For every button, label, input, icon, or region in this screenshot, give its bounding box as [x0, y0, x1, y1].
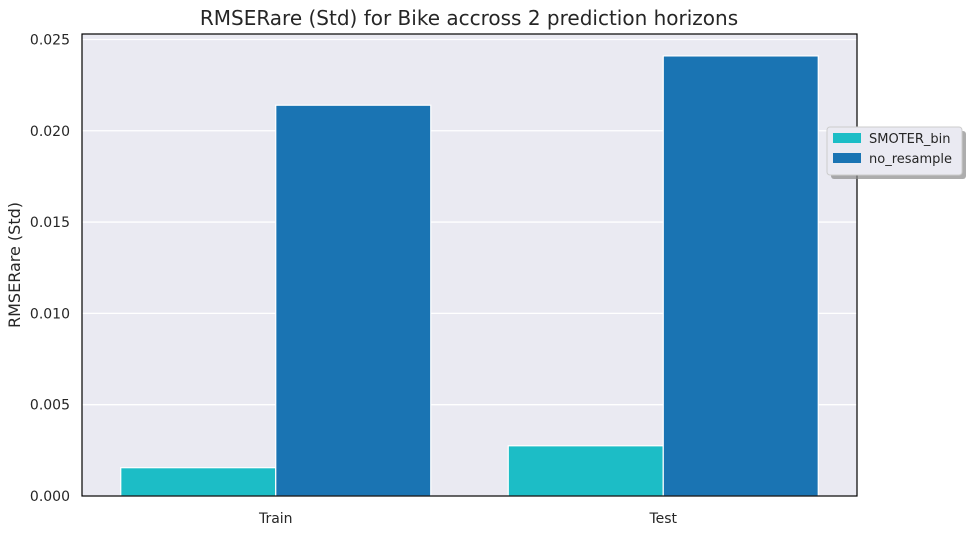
y-tick-label: 0.005 — [30, 398, 70, 414]
legend-swatch — [833, 153, 861, 163]
legend-label: SMOTER_bin — [869, 132, 951, 147]
bar-no_resample-Test — [662, 55, 819, 497]
y-tick-label: 0.020 — [30, 124, 70, 140]
y-tick-label: 0.025 — [30, 32, 70, 48]
bars-group — [120, 55, 819, 497]
y-tick-label: 0.000 — [30, 489, 70, 505]
bar-SMOTER_bin-Train — [120, 467, 277, 497]
y-tick-label: 0.015 — [30, 215, 70, 231]
bar-SMOTER_bin-Test — [507, 445, 664, 497]
chart-title: RMSERare (Std) for Bike accross 2 predic… — [200, 6, 738, 30]
legend: SMOTER_bin no_resample — [826, 126, 966, 179]
legend-label: no_resample — [869, 152, 952, 167]
y-tick-label: 0.010 — [30, 306, 70, 322]
x-tick-label: Train — [258, 511, 293, 527]
plot-frame — [81, 33, 858, 497]
y-tick-labels: 0.000 0.005 0.010 0.015 0.020 0.025 — [30, 32, 70, 505]
y-axis-label: RMSERare (Std) — [5, 202, 24, 328]
legend-swatch — [833, 133, 861, 143]
bar-no_resample-Train — [275, 104, 432, 497]
x-tick-label: Test — [648, 511, 677, 527]
x-tick-labels: Train Test — [258, 511, 678, 527]
